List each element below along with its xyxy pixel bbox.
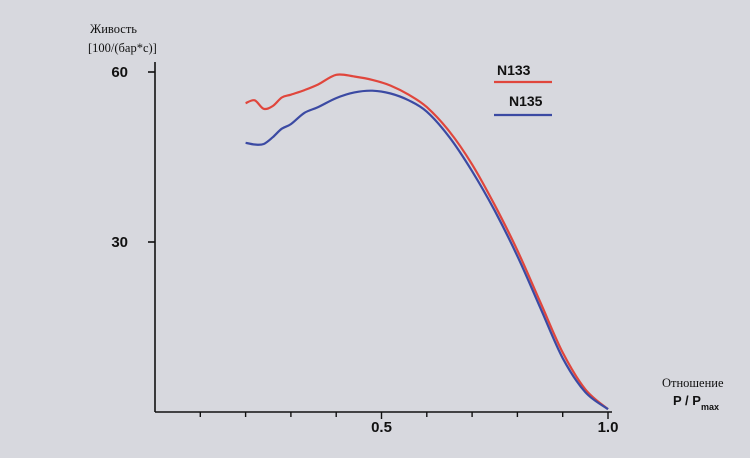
x-axis-label: Отношение — [662, 376, 724, 390]
legend-label-n133: N133 — [497, 62, 531, 78]
legend-label-n135: N135 — [509, 93, 543, 109]
y-ticks: 30 60 — [111, 64, 155, 251]
y-tick-label: 60 — [111, 64, 128, 81]
x-tick-label: 0.5 — [371, 419, 392, 436]
x-tick-label: 1.0 — [598, 419, 619, 436]
legend: N133 N135 — [494, 62, 552, 117]
y-axis-unit: [100/(бар*с)] — [88, 41, 157, 55]
y-tick-label: 30 — [111, 234, 128, 251]
x-ticks: 0.5 1.0 — [199, 412, 619, 436]
series-line-n135 — [245, 89, 609, 411]
x-axis-formula-subscript: max — [701, 402, 719, 412]
series-group — [245, 73, 609, 411]
x-axis-formula-main: P / P — [673, 393, 701, 408]
x-axis-formula: P / Pmax — [673, 393, 719, 412]
y-axis-label: Живость — [90, 22, 137, 36]
series-line-n133 — [245, 73, 609, 411]
